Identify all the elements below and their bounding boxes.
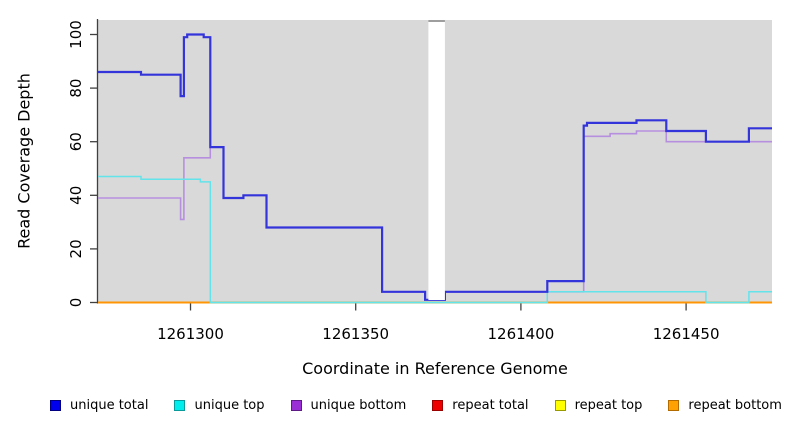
legend-item-unique_bottom: unique bottom bbox=[290, 398, 407, 413]
masked-region bbox=[428, 22, 445, 300]
masked-region-cap bbox=[428, 20, 445, 22]
y-tick-label: 60 bbox=[67, 132, 85, 151]
legend-label: repeat total bbox=[452, 398, 529, 413]
y-tick-label: 20 bbox=[67, 239, 85, 258]
legend-item-repeat_top: repeat top bbox=[554, 398, 643, 413]
legend-swatch-unique_bottom bbox=[290, 400, 302, 411]
legend-label: unique total bbox=[70, 398, 149, 413]
legend-swatch-repeat_top bbox=[554, 400, 566, 411]
legend-item-repeat_total: repeat total bbox=[432, 398, 529, 413]
legend: unique total unique top unique bottom repea… bbox=[50, 398, 782, 413]
legend-swatch-repeat_total bbox=[432, 400, 444, 411]
x-axis-label: Coordinate in Reference Genome bbox=[302, 359, 568, 378]
x-tick-label: 1261300 bbox=[157, 325, 224, 343]
series-line-unique_top bbox=[98, 175, 772, 304]
legend-item-unique_total: unique total bbox=[50, 398, 148, 413]
x-tick-label: 1261400 bbox=[487, 325, 554, 343]
legend-label: repeat bottom bbox=[688, 398, 782, 413]
legend-swatch-repeat_bottom bbox=[668, 400, 680, 411]
y-tick-label: 40 bbox=[67, 186, 85, 205]
legend-label: repeat top bbox=[574, 398, 643, 413]
x-tick-label: 1261350 bbox=[322, 325, 389, 343]
x-tick-label: 1261450 bbox=[653, 325, 720, 343]
y-axis-label: Read Coverage Depth bbox=[14, 73, 34, 249]
legend-item-repeat_bottom: repeat bottom bbox=[668, 398, 782, 413]
y-tick-label: 80 bbox=[67, 79, 85, 98]
legend-swatch-unique_top bbox=[174, 400, 186, 411]
legend-label: unique top bbox=[194, 398, 265, 413]
y-tick-label: 0 bbox=[67, 298, 85, 308]
legend-label: unique bottom bbox=[310, 398, 407, 413]
series-line-unique_total bbox=[98, 33, 772, 301]
legend-item-unique_top: unique top bbox=[174, 398, 265, 413]
legend-swatch-unique_total bbox=[50, 400, 61, 411]
y-tick-label: 100 bbox=[67, 20, 85, 49]
